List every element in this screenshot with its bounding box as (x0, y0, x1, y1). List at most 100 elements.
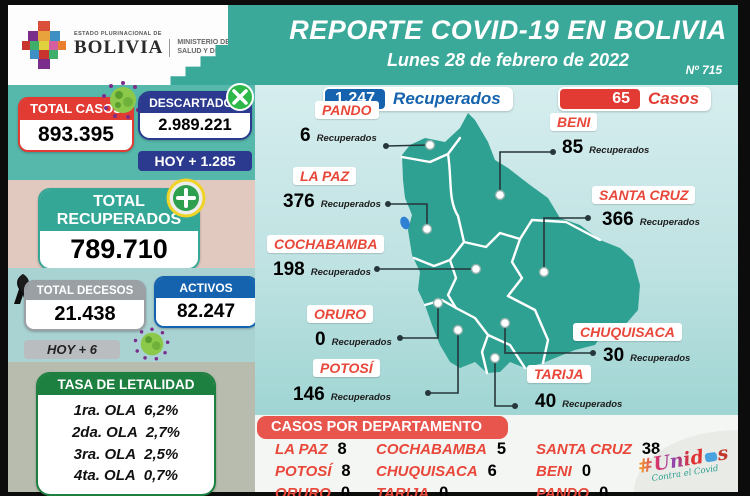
letalidad-row-label: 2da. OLA (71, 423, 138, 441)
dept-label-potosi: POTOSÍ 146 Recuperados (293, 359, 391, 405)
table-row: TARIJA 0 (376, 484, 506, 496)
cases-column-1: LA PAZ 8 POTOSÍ 8 ORURO 0 (275, 440, 351, 496)
bolivia-map (374, 113, 640, 409)
dept-name: LA PAZ (293, 167, 356, 185)
letalidad-row-value: 6,2% (144, 402, 179, 419)
dept-value: 6 (300, 125, 311, 146)
table-row: POTOSÍ 8 (275, 462, 351, 483)
dept-label-beni: BENI 85 Recuperados (550, 113, 649, 158)
dept-name: PANDO (315, 101, 379, 119)
dept-cases: 6 (487, 462, 497, 480)
table-row: COCHABAMBA 5 (376, 440, 506, 461)
dept-name: TARIJA (376, 485, 430, 496)
cases-by-department-panel: CASOS POR DEPARTAMENTO LA PAZ 8 POTOSÍ 8 O… (255, 415, 738, 496)
activos-label: ACTIVOS (156, 278, 256, 298)
dept-name: CHUQUISACA (376, 463, 478, 480)
activos-card: ACTIVOS 82.247 (154, 276, 258, 328)
dept-value: 40 (535, 391, 557, 412)
letalidad-row-value: 0,7% (143, 467, 178, 485)
dept-name: COCHABAMBA (376, 441, 487, 458)
virus-icon (133, 327, 170, 361)
descartados-value: 2.989.221 (140, 113, 250, 138)
cases-total-value: 65 (560, 89, 640, 109)
face-mask-icon (704, 452, 718, 463)
table-row: CHUQUISACA 6 (376, 462, 506, 483)
recovered-total-label: Recuperados (393, 89, 501, 108)
dept-name: COCHABAMBA (267, 235, 385, 253)
stats-sidebar: TOTAL CASOS 893.395 DESCARTADOS (8, 81, 258, 496)
map-marker-dots (421, 139, 550, 364)
lake-titicaca (400, 216, 410, 230)
dept-label-la-paz: LA PAZ 376 Recuperados (283, 167, 381, 212)
dept-name: BENI (536, 463, 572, 480)
total-recuperados-card: TOTAL RECUPERADOS 789.710 (38, 188, 200, 271)
table-row: ORURO 0 (275, 484, 351, 496)
cases-by-department-title: CASOS POR DEPARTAMENTO (257, 416, 509, 439)
total-casos-card: TOTAL CASOS 893.395 (18, 97, 134, 152)
dept-value: 85 (562, 137, 584, 158)
connector-lines (377, 144, 593, 407)
cases-total-label: Casos (648, 89, 700, 108)
dept-label-cochabamba: COCHABAMBA 198 Recuperados (267, 235, 385, 280)
dept-name: POTOSÍ (275, 463, 332, 480)
section-decesos-activos: TOTAL DECESOS 21.438 HOY + 6 ACTIVOS 82.… (8, 268, 258, 362)
activos-value: 82.247 (156, 298, 256, 326)
dept-unit: Recuperados (310, 267, 371, 278)
dept-value: 30 (603, 345, 625, 366)
connector-origin-dots (374, 143, 596, 409)
dept-label-chuquisaca: CHUQUISACA 30 Recuperados (573, 323, 690, 366)
dept-name: BENI (550, 113, 598, 131)
logo-ministry-line1: MINISTERIO DE (177, 39, 230, 47)
dept-name: TARIJA (527, 365, 591, 383)
dept-name: CHUQUISACA (573, 323, 682, 341)
dept-name: PANDO (536, 485, 590, 496)
cases-column-3: SANTA CRUZ 38 BENI 0 PANDO 0 (536, 440, 660, 496)
descartados-label: DESCARTADOS (140, 93, 250, 113)
logo-ministry-line2: SALUD Y DEPORTES (177, 47, 249, 55)
dept-unit: Recuperados (589, 145, 650, 156)
letalidad-title: TASA DE LETALIDAD (38, 374, 214, 395)
dept-name: SANTA CRUZ (536, 441, 632, 458)
table-row: LA PAZ 8 (275, 440, 351, 461)
section-casos-descartados: TOTAL CASOS 893.395 DESCARTADOS (8, 81, 255, 180)
dept-label-oruro: ORURO 0 Recuperados (307, 305, 392, 350)
dept-label-santa-cruz: SANTA CRUZ 366 Recuperados (592, 186, 700, 230)
logo-country: BOLIVIA (74, 36, 164, 58)
dept-label-tarija: TARIJA 40 Recuperados (527, 365, 622, 412)
dept-cases: 8 (337, 440, 347, 458)
dept-name: SANTA CRUZ (592, 186, 696, 204)
dept-label-pando: PANDO 6 Recuperados (300, 101, 379, 146)
page-title: REPORTE COVID-19 EN BOLIVIA (289, 15, 727, 45)
dept-name: ORURO (275, 485, 331, 496)
cases-column-2: COCHABAMBA 5 CHUQUISACA 6 TARIJA 0 (376, 440, 506, 496)
descartados-card: DESCARTADOS 2.989.221 (138, 91, 252, 140)
section-letalidad: TASA DE LETALIDAD 1ra. OLA 6,2% 2da. OLA 2… (8, 362, 255, 496)
section-recuperados: TOTAL RECUPERADOS 789.710 (8, 178, 255, 271)
dept-cases: 0 (439, 484, 449, 496)
letalidad-row-label: 3ra. OLA (73, 445, 137, 463)
descartados-hoy-badge: HOY + 1.285 (138, 151, 252, 171)
total-decesos-label: TOTAL DECESOS (26, 282, 144, 300)
dept-unit: Recuperados (562, 399, 623, 410)
total-recuperados-value: 789.710 (40, 231, 198, 269)
dept-value: 366 (602, 209, 634, 230)
dept-cases: 8 (341, 462, 351, 480)
bolivia-mosaic-logo-icon (22, 21, 66, 69)
dept-unit: Recuperados (320, 199, 381, 210)
dept-value: 0 (315, 329, 326, 350)
dept-name: LA PAZ (275, 441, 328, 458)
dept-cases: 0 (599, 484, 609, 496)
bolivia-outline (402, 113, 640, 373)
dept-unit: Recuperados (316, 133, 377, 144)
letalidad-card: TASA DE LETALIDAD 1ra. OLA 6,2% 2da. OLA 2… (36, 372, 216, 496)
dept-cases: 0 (340, 484, 351, 496)
letalidad-row-value: 2,7% (145, 423, 181, 441)
report-date: Lunes 28 de febrero de 2022 (386, 50, 630, 70)
dept-value: 376 (283, 191, 315, 212)
letalidad-row-label: 1ra. OLA (73, 402, 137, 419)
table-row: PANDO 0 (536, 484, 660, 496)
plus-circle-icon (166, 178, 206, 218)
cases-total-badge: 65 Casos (558, 87, 712, 111)
dept-value: 198 (273, 259, 305, 280)
